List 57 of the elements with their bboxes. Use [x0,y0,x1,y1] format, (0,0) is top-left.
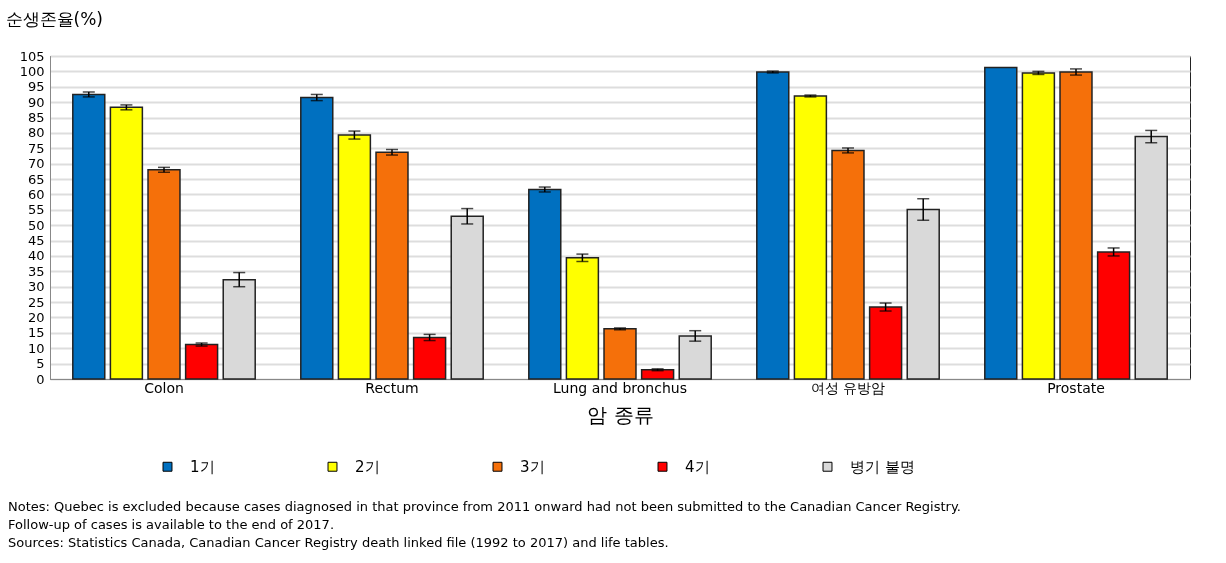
y-tick-label: 60 [27,186,45,202]
y-tick-label: 15 [27,325,45,341]
y-tick-label: 20 [27,309,45,325]
bar [337,134,372,380]
bar [831,149,865,380]
y-tick-label: 10 [27,340,45,356]
bar [147,169,181,380]
x-axis-title: 암 종류 [587,402,654,427]
bar [603,328,637,380]
bar [109,106,144,380]
y-tick-label: 95 [27,79,45,95]
y-axis-title: 순생존율(%) [5,8,103,29]
legend-label: 3기 [520,457,545,476]
bar [1021,72,1056,380]
bar [72,93,106,380]
bar [412,336,447,380]
y-tick-label: 5 [36,356,45,372]
y-tick-label: 0 [36,371,45,387]
y-tick-label: 100 [19,63,45,79]
y-tick-label: 45 [27,233,45,249]
bar [868,306,903,380]
bar [756,71,790,380]
legend-label: 4기 [685,457,710,476]
bar [984,66,1018,380]
x-tick-label: Lung and bronchus [553,379,687,396]
y-tick-label: 50 [27,217,45,233]
y-tick-label: 25 [27,294,45,310]
y-tick-label: 75 [27,140,45,156]
bar [375,151,409,380]
text: Follow-up of cases is available to the end of 2017. [8,517,335,532]
bar [184,343,219,380]
y-tick-label: 90 [27,94,45,110]
y-tick-label: 65 [27,171,45,187]
y-tick-label: 85 [27,110,45,126]
y-tick-label: 80 [27,125,45,141]
bar [565,257,600,380]
y-tick-label: 70 [27,156,45,172]
y-tick-label: 55 [27,202,45,218]
x-tick-label: Prostate [1047,379,1105,396]
y-tick-label: 105 [19,48,45,64]
bar [1059,71,1093,380]
y-tick-label: 35 [27,263,45,279]
text: Notes: Quebec is excluded because cases diagnosed in that province from 2011 onward had not been submitted to the Canadian Cancer Registry. [8,499,961,514]
legend-label: 2기 [355,457,380,476]
bar [1096,251,1131,380]
bar [640,369,675,380]
legend-label: 1기 [190,457,215,476]
x-tick-label: Rectum [365,379,419,396]
source-note: Sources: Statistics Canada, Canadian Cancer Registry death linked file (1992 to 2017) and life tables. [8,535,669,550]
y-tick-label: 40 [27,248,45,264]
bar [528,188,562,380]
x-tick-label: Colon [144,379,184,396]
bar [300,96,334,380]
legend-label: 병기 불명 [850,457,915,476]
y-tick-label: 30 [27,279,45,295]
x-tick-label: 여성 유방암 [810,379,886,396]
bar [793,95,828,380]
